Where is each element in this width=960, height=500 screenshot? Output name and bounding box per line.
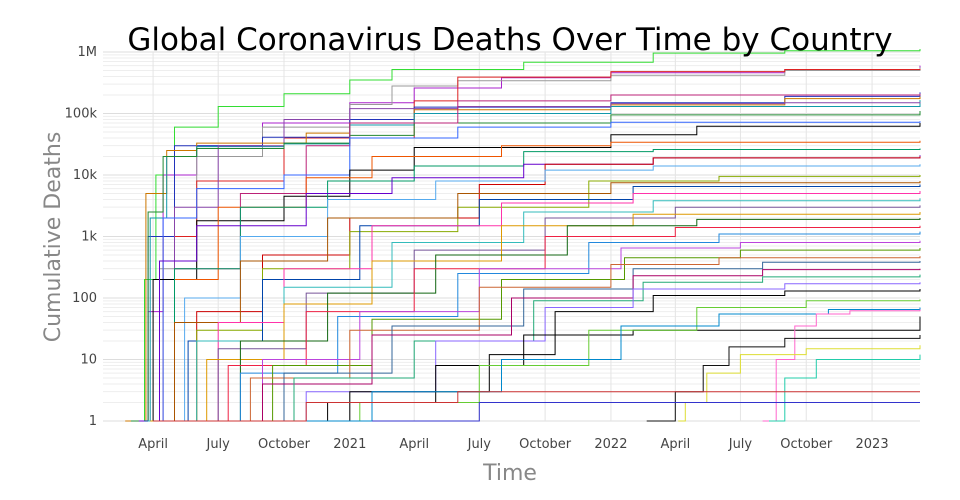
series-line	[144, 140, 921, 422]
series-line	[138, 155, 921, 422]
series-line	[646, 335, 921, 422]
x-tick-label: October	[780, 437, 833, 452]
series-line	[240, 307, 921, 422]
x-tick-label: April	[138, 437, 168, 452]
x-tick-label: October	[258, 437, 311, 452]
series-line	[144, 102, 921, 422]
series-line	[130, 92, 921, 422]
y-axis-ticks: 1 10 100 1k 10k 100k 1M	[65, 45, 98, 429]
series-line	[163, 231, 921, 422]
y-tick-label: 100k	[65, 107, 98, 122]
x-tick-label: 2023	[856, 437, 889, 452]
y-axis-title: Cumulative Deaths	[41, 132, 66, 343]
series-line	[130, 49, 921, 422]
y-tick-label: 1k	[81, 230, 97, 245]
y-tick-label: 10k	[73, 168, 98, 183]
x-tick-label: April	[399, 437, 429, 452]
x-tick-label: July	[205, 437, 230, 452]
chart-title: Global Coronavirus Deaths Over Time by C…	[127, 22, 892, 58]
series-line	[153, 391, 920, 422]
series-line	[159, 256, 921, 422]
series-line	[143, 148, 921, 422]
x-tick-label: July	[467, 437, 492, 452]
series-line	[159, 218, 921, 422]
series-line	[130, 111, 921, 422]
series-line	[762, 309, 921, 422]
y-tick-label: 10	[80, 353, 97, 368]
series-line	[145, 181, 921, 422]
series-line	[170, 268, 921, 422]
x-tick-label: July	[728, 437, 753, 452]
series-line	[174, 248, 921, 422]
x-axis-ticks: April July October 2021 April July October 2022…	[138, 437, 888, 452]
y-tick-label: 100	[72, 291, 97, 306]
series-line	[153, 225, 921, 422]
series-line	[166, 240, 921, 422]
series-line	[678, 345, 921, 422]
x-tick-label: October	[519, 437, 572, 452]
series-layer	[125, 49, 921, 422]
series-line	[144, 184, 921, 422]
series-line	[153, 191, 921, 422]
y-tick-label: 1	[89, 414, 97, 429]
series-line	[140, 123, 921, 422]
y-tick-label: 1M	[78, 45, 98, 60]
series-line	[130, 65, 921, 422]
series-line	[148, 198, 921, 422]
series-line	[196, 282, 921, 422]
series-line	[184, 261, 921, 422]
x-axis-title: Time	[482, 461, 537, 486]
x-tick-label: 2021	[333, 437, 366, 452]
series-line	[188, 274, 921, 422]
series-line	[206, 289, 921, 422]
series-line	[150, 212, 921, 422]
series-line	[372, 402, 920, 422]
x-tick-label: April	[660, 437, 690, 452]
series-line	[769, 354, 921, 422]
series-line	[137, 67, 921, 422]
series-line	[144, 164, 921, 422]
series-line	[184, 316, 921, 422]
x-tick-label: 2022	[594, 437, 627, 452]
series-line	[137, 69, 921, 422]
series-line	[155, 205, 921, 422]
